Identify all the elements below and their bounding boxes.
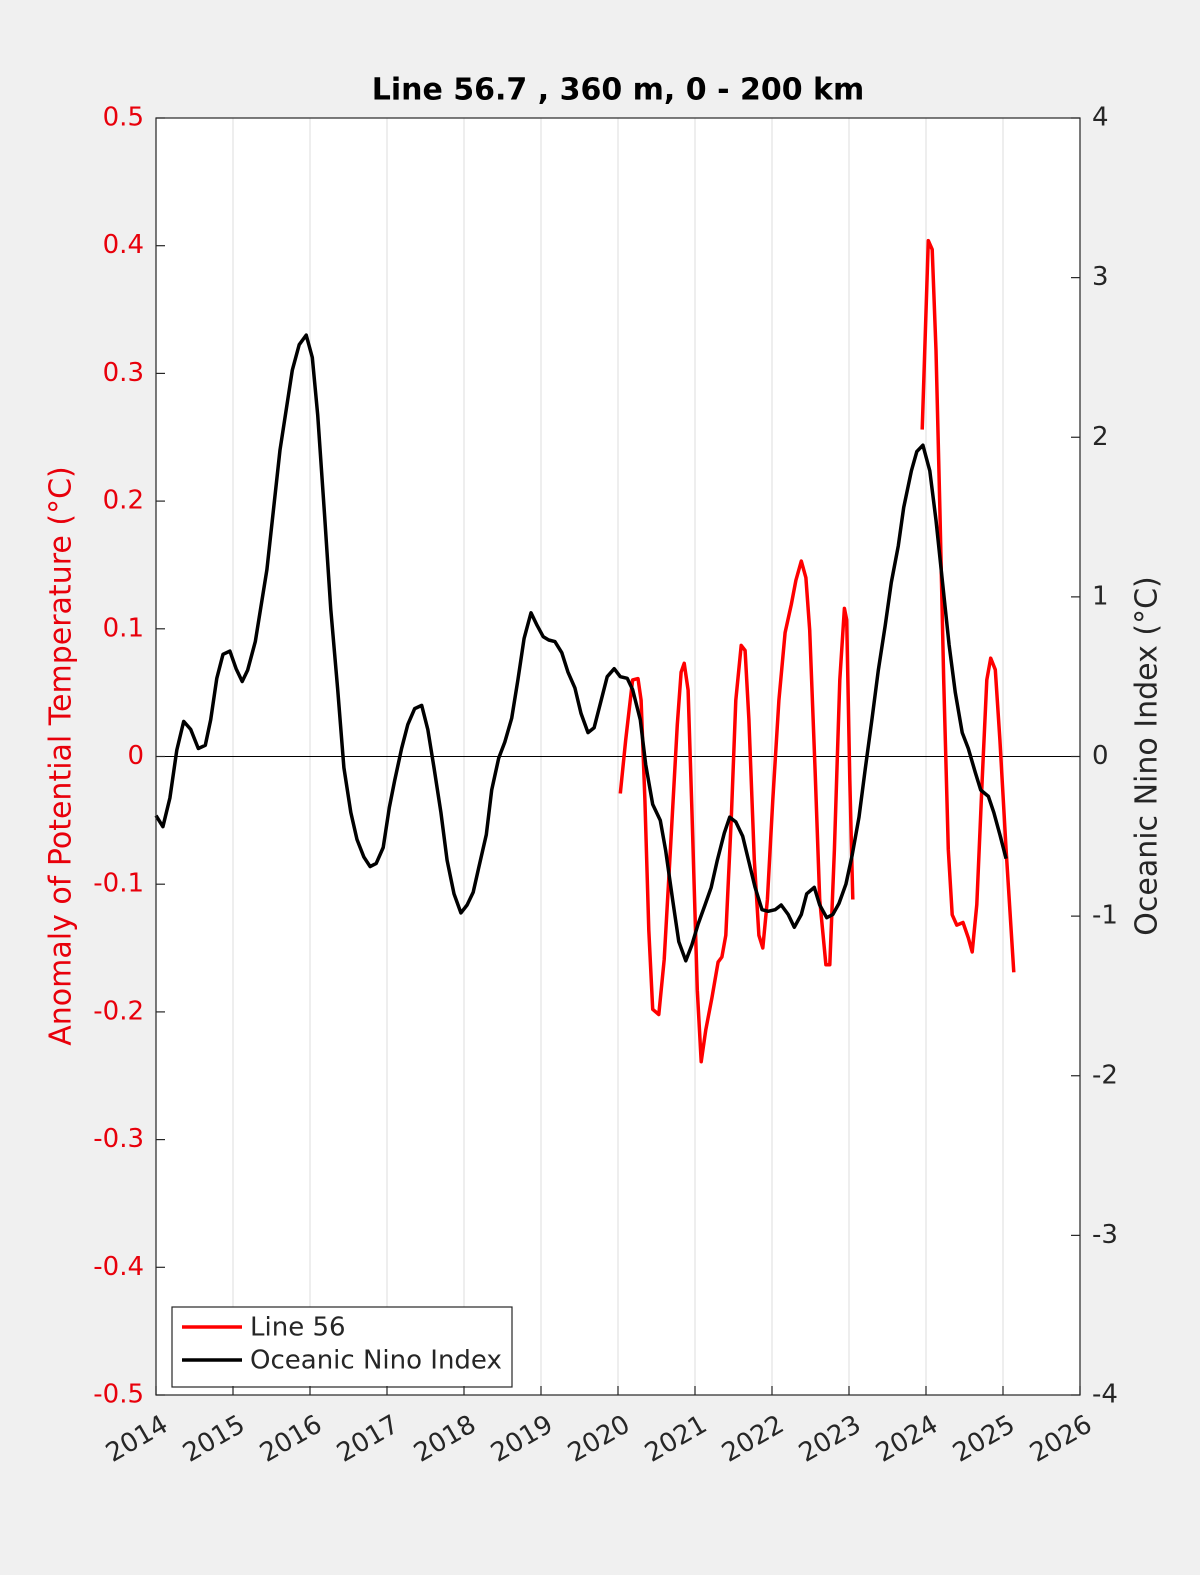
y-tick-label: -0.1: [93, 869, 144, 899]
y-tick-label: -0.5: [93, 1380, 144, 1410]
data-line: [618, 238, 1016, 1064]
legend-box: [171, 1306, 513, 1388]
y-tick-label: -0.2: [93, 996, 144, 1026]
y2-tick-label: 3: [1092, 262, 1109, 292]
y2-tick-label: 2: [1092, 422, 1109, 452]
y-tick-label: 0.1: [103, 613, 144, 643]
y2-tick-label: -3: [1092, 1220, 1118, 1250]
y2-axis-label: Oceanic Nino Index (°C): [1130, 576, 1165, 936]
chart-title: Line 56.7 , 360 m, 0 - 200 km: [372, 73, 865, 108]
legend-label: Oceanic Nino Index: [250, 1346, 502, 1376]
legend-label: Line 56: [250, 1313, 346, 1343]
y-tick-label: 0: [127, 741, 144, 771]
y2-tick-label: -1: [1092, 901, 1118, 931]
y2-tick-label: 4: [1092, 103, 1109, 133]
y2-tick-label: -2: [1092, 1060, 1118, 1090]
y2-tick-label: 0: [1092, 741, 1109, 771]
y-tick-label: 0.2: [103, 486, 144, 516]
data-line: [154, 333, 1008, 963]
y-tick-label: 0.4: [103, 230, 144, 260]
y2-tick-label: -4: [1092, 1380, 1118, 1410]
y-axis-label: Anomaly of Potential Temperature (°C): [44, 466, 79, 1045]
y-tick-label: -0.4: [93, 1252, 144, 1282]
y-tick-label: 0.5: [103, 103, 144, 133]
y-tick-label: -0.3: [93, 1124, 144, 1154]
y2-tick-label: 1: [1092, 581, 1109, 611]
y-tick-label: 0.3: [103, 358, 144, 388]
